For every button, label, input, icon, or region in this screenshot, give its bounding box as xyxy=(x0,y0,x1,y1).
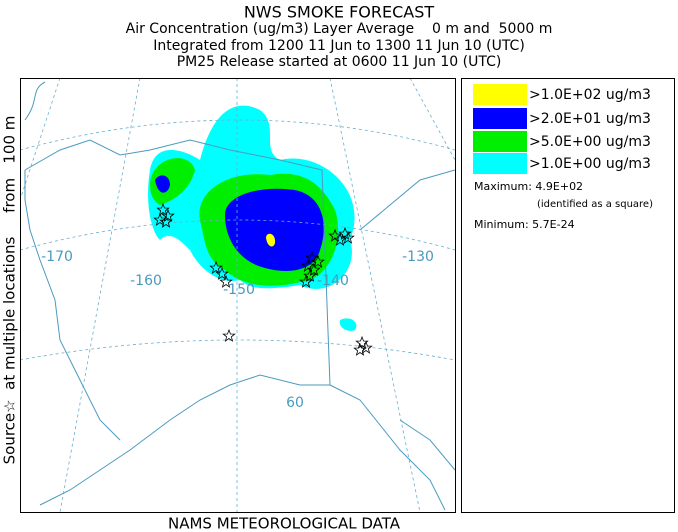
map-label: -170 xyxy=(41,249,73,265)
legend-swatch xyxy=(473,108,527,129)
subtitle: PM25 Release started at 0600 11 Jun 10 (… xyxy=(177,54,502,70)
subtitle: Air Concentration (ug/m3) Layer Average … xyxy=(126,21,553,37)
source-marker xyxy=(338,226,352,240)
source-marker xyxy=(307,262,321,276)
plume xyxy=(150,158,195,205)
source-marker xyxy=(215,266,229,280)
source-marker xyxy=(311,254,325,268)
title: NWS SMOKE FORECAST xyxy=(244,3,435,22)
source-marker xyxy=(209,260,223,274)
legend-swatch xyxy=(473,84,527,105)
legend: Maximum: 4.9E+02 (identified as a square… xyxy=(461,78,675,513)
source-marker xyxy=(359,340,373,354)
legend-label: >1.0E+02 ug/m3 xyxy=(529,87,651,103)
map-label: -150 xyxy=(223,282,255,298)
legend-swatch xyxy=(473,153,527,174)
maximum: Maximum: 4.9E+02 xyxy=(474,180,583,193)
legend-swatch xyxy=(473,131,527,152)
source-marker xyxy=(355,335,369,349)
minimum: Minimum: 5.7E-24 xyxy=(474,218,575,231)
plume xyxy=(225,188,324,271)
source-marker xyxy=(159,214,173,228)
subtitle: Integrated from 1200 11 Jun to 1300 11 J… xyxy=(153,38,525,54)
legend-frame xyxy=(461,78,675,513)
maximum-note: (identified as a square) xyxy=(537,199,653,210)
source-marker xyxy=(161,208,175,222)
source-marker xyxy=(305,250,319,264)
source-marker xyxy=(341,230,355,244)
legend-label: >1.0E+00 ug/m3 xyxy=(529,156,651,172)
map-label: -140 xyxy=(317,273,349,289)
plumes xyxy=(148,105,357,331)
plume xyxy=(266,233,276,247)
side-label: Source☆ at multiple locations from 100 m xyxy=(1,116,19,465)
map-label: -130 xyxy=(402,249,434,265)
source-marker xyxy=(222,328,236,342)
map-label: 60 xyxy=(286,395,304,411)
source-markers xyxy=(153,202,373,356)
source-marker xyxy=(156,202,170,216)
source-marker xyxy=(301,258,315,272)
legend-label: >2.0E+01 ug/m3 xyxy=(529,111,651,127)
source-marker xyxy=(328,228,342,242)
source-marker xyxy=(299,274,313,288)
map-label: -160 xyxy=(130,273,162,289)
footer: NAMS METEOROLOGICAL DATA xyxy=(168,515,401,532)
source-marker xyxy=(353,342,367,356)
source-marker xyxy=(219,274,233,288)
plume xyxy=(155,175,170,193)
map: -170 -160 -150 -140 -130 60 xyxy=(20,78,456,513)
source-marker xyxy=(153,212,167,226)
source-marker xyxy=(303,268,317,282)
map-frame xyxy=(20,78,456,513)
legend-label: >5.0E+00 ug/m3 xyxy=(529,134,651,150)
plume xyxy=(339,318,357,331)
